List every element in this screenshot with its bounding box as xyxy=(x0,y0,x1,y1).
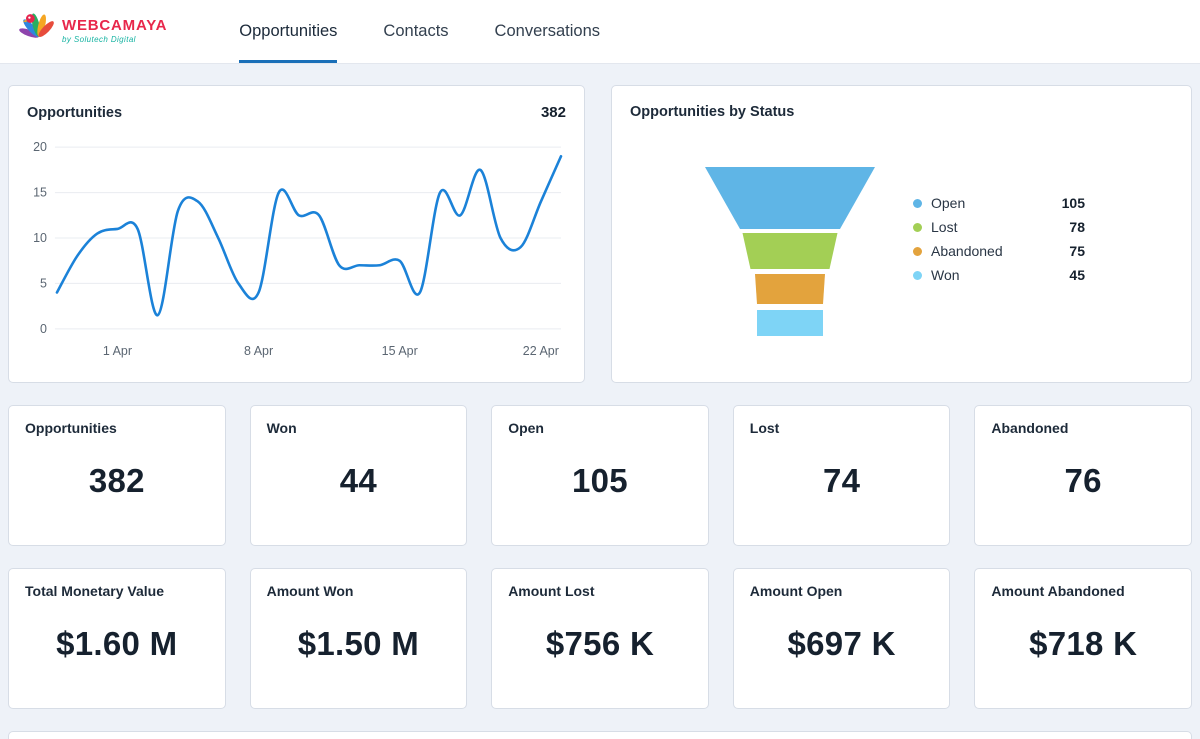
card-amount-won: Amount Won $1.50 M xyxy=(249,568,468,709)
partial-bottom-panel xyxy=(8,731,1192,739)
tab-conversations[interactable]: Conversations xyxy=(494,22,601,40)
legend-label-lost: Lost xyxy=(931,219,958,235)
card-value: 105 xyxy=(572,461,628,499)
legend-dot-won xyxy=(913,270,922,280)
card-value: 76 xyxy=(1064,461,1102,499)
card-label: Amount Open xyxy=(749,583,843,599)
legend-row-lost: Lost 78 xyxy=(913,219,1085,235)
legend-value-lost: 78 xyxy=(1069,219,1085,235)
card-label: Amount Abandoned xyxy=(991,583,1125,599)
status-funnel-chart xyxy=(705,167,875,336)
card-amount-open: Amount Open $697 K xyxy=(732,568,951,709)
logo-tagline: by Solutech Digital xyxy=(62,35,136,45)
funnel-panel-title: Opportunities by Status xyxy=(630,104,795,120)
card-label: Amount Won xyxy=(266,583,354,599)
svg-text:8 Apr: 8 Apr xyxy=(244,344,273,358)
charts-row: Opportunities 382 0 5 10 15 20 1 Apr 8 Apr 15 A… xyxy=(8,85,1192,383)
legend-value-abandoned: 75 xyxy=(1069,243,1085,259)
card-value: $697 K xyxy=(787,624,896,662)
card-total-monetary-value: Total Monetary Value $1.60 M xyxy=(8,568,226,709)
card-lost: Lost 74 xyxy=(732,405,951,546)
card-label: Opportunities xyxy=(25,420,117,436)
legend-label-open: Open xyxy=(931,195,966,211)
card-value: 74 xyxy=(822,461,861,499)
card-label: Amount Lost xyxy=(508,583,595,599)
card-value: $718 K xyxy=(1029,624,1138,662)
funnel-area: Open 105 Lost 78 Abandoned 75 Won 45 xyxy=(630,165,1173,337)
opportunities-line-panel: Opportunities 382 0 5 10 15 20 1 Apr 8 Apr 15 A… xyxy=(8,85,585,383)
nav-tabs: Opportunities Contacts Conversations xyxy=(239,0,600,63)
funnel-legend: Open 105 Lost 78 Abandoned 75 Won 45 xyxy=(913,195,1085,283)
legend-dot-open xyxy=(913,198,922,208)
svg-text:15 Apr: 15 Apr xyxy=(382,344,418,358)
tab-opportunities[interactable]: Opportunities xyxy=(239,0,338,63)
legend-label-abandoned: Abandoned xyxy=(931,243,1003,259)
svg-text:1 Apr: 1 Apr xyxy=(103,344,132,358)
svg-text:5: 5 xyxy=(40,276,47,290)
card-value: $1.50 M xyxy=(297,624,420,662)
card-label: Total Monetary Value xyxy=(25,583,164,599)
svg-text:10: 10 xyxy=(33,231,47,245)
card-label: Won xyxy=(266,420,297,436)
card-label: Lost xyxy=(749,420,780,436)
line-panel-header: Opportunities 382 xyxy=(27,104,566,121)
card-value: 382 xyxy=(88,461,145,499)
legend-dot-lost xyxy=(913,222,922,232)
card-abandoned: Abandoned 76 xyxy=(974,405,1192,546)
legend-value-won: 45 xyxy=(1069,267,1085,283)
legend-row-won: Won 45 xyxy=(913,267,1085,283)
tab-contacts[interactable]: Contacts xyxy=(383,22,449,40)
count-cards-row: Opportunities 382 Won 44 Open 105 Lost 7… xyxy=(8,405,1192,546)
card-value: 44 xyxy=(339,461,378,499)
svg-text:15: 15 xyxy=(33,186,47,200)
legend-row-abandoned: Abandoned 75 xyxy=(913,243,1085,259)
card-won: Won 44 xyxy=(249,405,468,546)
legend-dot-abandoned xyxy=(913,246,922,256)
logo-text: WEBCAMAYA xyxy=(62,16,168,34)
svg-text:20: 20 xyxy=(33,140,47,154)
legend-row-open: Open 105 xyxy=(913,195,1085,211)
card-value: $1.60 M xyxy=(56,624,178,662)
card-label: Open xyxy=(508,420,544,436)
svg-text:22 Apr: 22 Apr xyxy=(523,344,559,358)
card-amount-abandoned: Amount Abandoned $718 K xyxy=(974,568,1192,709)
card-amount-lost: Amount Lost $756 K xyxy=(491,568,709,709)
svg-text:0: 0 xyxy=(40,322,47,336)
legend-value-open: 105 xyxy=(1061,195,1085,211)
card-open: Open 105 xyxy=(491,405,709,546)
line-panel-total: 382 xyxy=(540,104,566,121)
opportunities-by-status-panel: Opportunities by Status Open 105 Lost 78… xyxy=(611,85,1192,383)
card-label: Abandoned xyxy=(991,420,1069,436)
funnel-panel-header: Opportunities by Status xyxy=(630,104,1173,120)
legend-label-won: Won xyxy=(931,267,960,283)
parrot-logo-icon xyxy=(18,10,56,53)
card-opportunities: Opportunities 382 xyxy=(8,405,226,546)
app-logo[interactable]: WEBCAMAYA by Solutech Digital xyxy=(18,0,167,63)
card-value: $756 K xyxy=(545,624,655,662)
opportunities-line-chart: 0 5 10 15 20 1 Apr 8 Apr 15 Apr 22 Apr xyxy=(33,140,563,358)
line-panel-title: Opportunities xyxy=(27,105,123,121)
amount-cards-row: Total Monetary Value $1.60 M Amount Won … xyxy=(8,568,1192,709)
top-navigation-bar: WEBCAMAYA by Solutech Digital Opportunit… xyxy=(0,0,1200,64)
